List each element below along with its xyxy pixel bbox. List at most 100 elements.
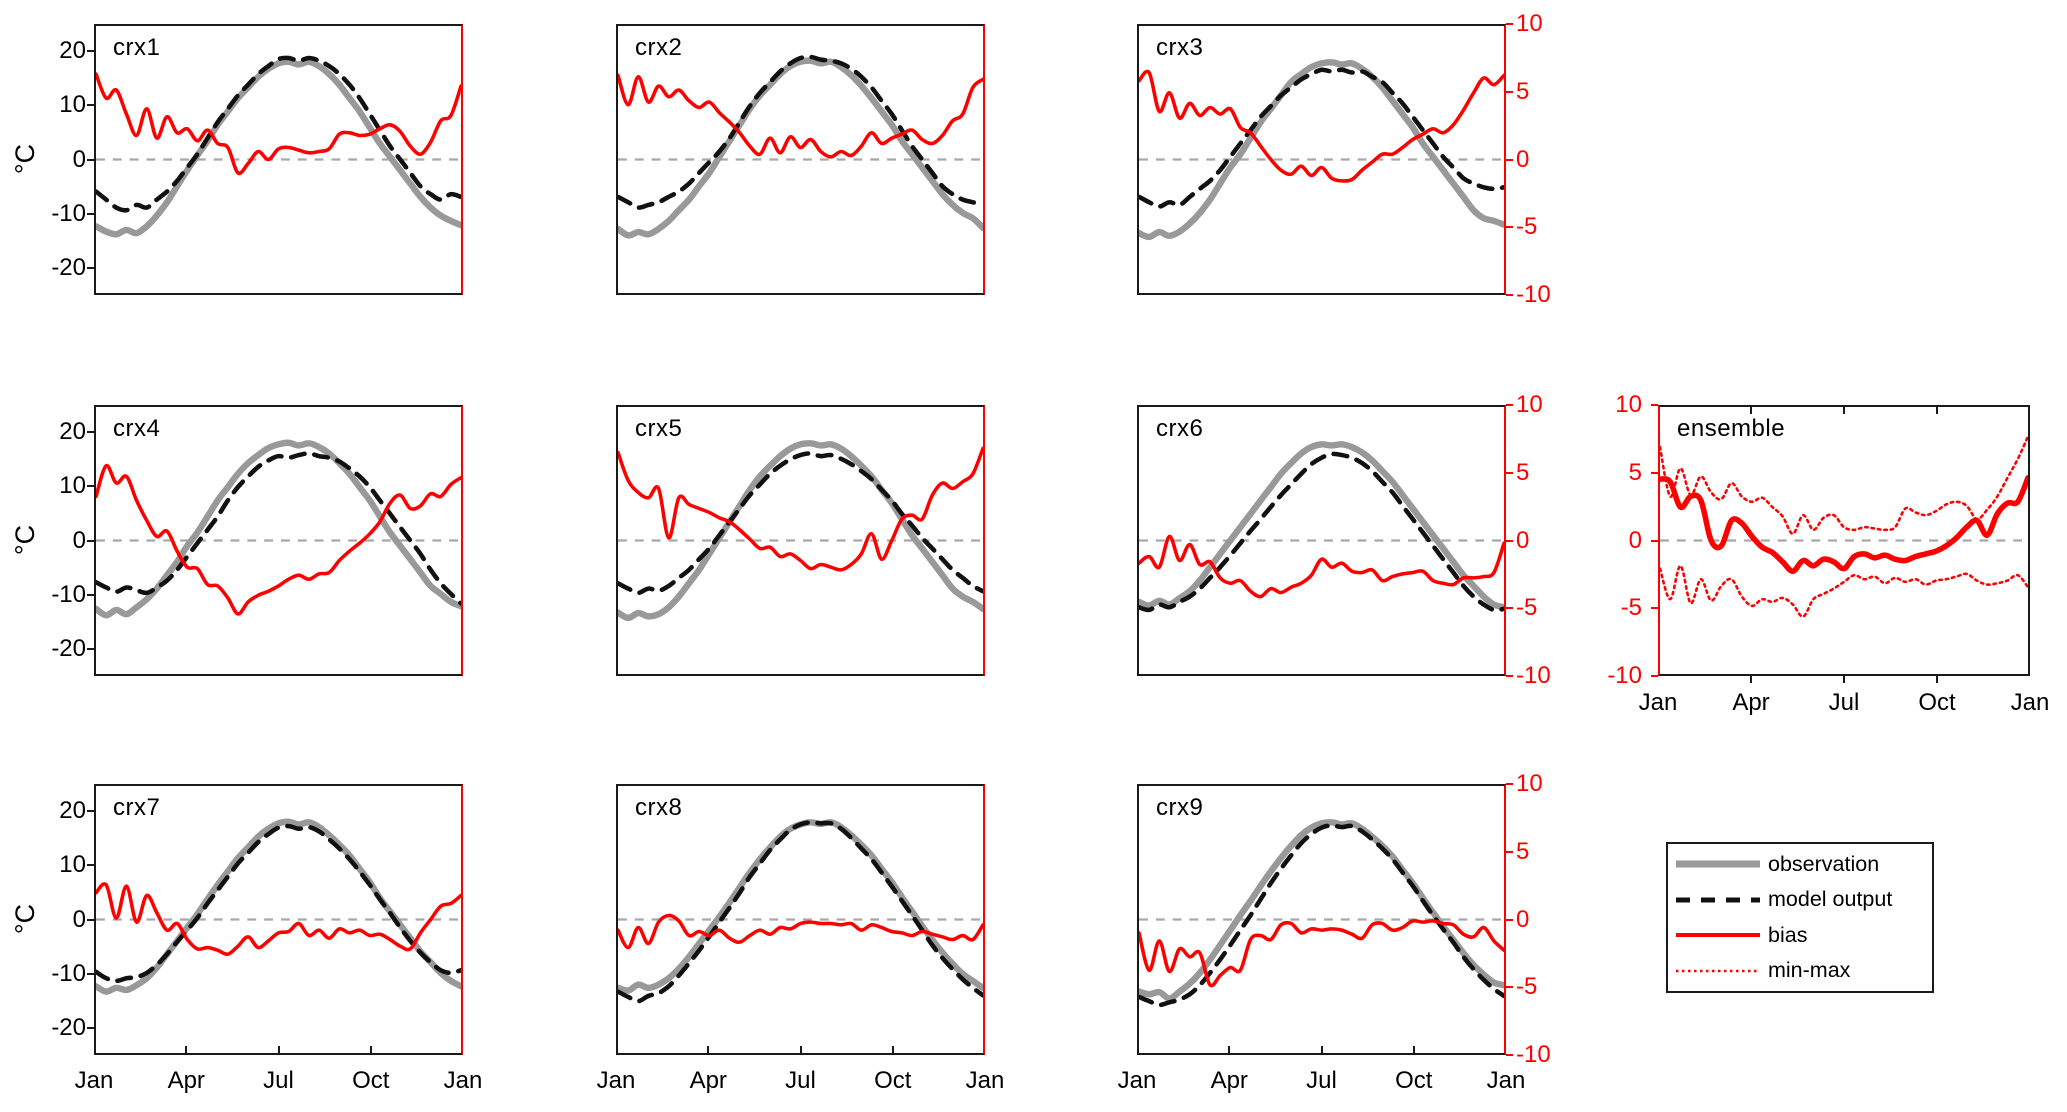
legend-item-observation: observation — [1676, 849, 1932, 879]
axis-tick — [87, 158, 94, 161]
crx9-plot-area — [1139, 819, 1504, 1008]
x-tick-label: Jan — [596, 1067, 636, 1094]
panel-ensemble: ensemble — [1658, 405, 2030, 676]
red-axis-tick — [1506, 158, 1513, 161]
panel-title: crx3 — [1156, 34, 1204, 61]
y-axis-label: °C — [10, 903, 40, 935]
x-tick-label: Jul — [785, 1067, 816, 1094]
ensemble-y-tick-label: 5 — [1628, 458, 1642, 486]
red-axis-tick — [1651, 404, 1658, 406]
axis-tick — [87, 918, 94, 921]
panel-crx1: crx1 — [94, 24, 463, 295]
observation-curve — [618, 57, 983, 239]
axis-tick — [1750, 676, 1752, 683]
axis-tick — [1228, 1046, 1231, 1053]
ensemble-bias-curve — [1660, 474, 2028, 574]
red-axis-tick — [1651, 607, 1658, 610]
axis-tick — [87, 972, 94, 975]
axis-tick — [185, 1046, 188, 1053]
right-y-tick-label: 10 — [1516, 10, 1543, 37]
axis-tick — [1843, 407, 1845, 414]
bias-curve — [1139, 534, 1504, 599]
y-tick-label: -20 — [51, 253, 86, 281]
axis-tick — [87, 104, 94, 107]
model-output-curve — [1139, 823, 1504, 1008]
red-axis-tick — [1506, 294, 1513, 296]
right-y-tick-label: 10 — [1516, 391, 1543, 418]
model-output-curve — [96, 55, 461, 213]
right-y-tick-label: 5 — [1516, 458, 1530, 486]
right-y-tick-label: -10 — [1516, 1041, 1551, 1068]
y-tick-label: 10 — [59, 851, 86, 879]
y-tick-label: -20 — [51, 634, 86, 662]
crx1-plot-area — [96, 55, 461, 238]
axis-tick — [707, 1046, 710, 1053]
crx8-plot-area — [618, 819, 983, 1004]
observation-curve — [1139, 59, 1504, 241]
legend-item-model-output: model output — [1676, 885, 1932, 915]
panel-title: crx7 — [113, 794, 161, 821]
model-output-curve — [96, 451, 461, 606]
crx5-plot-area — [618, 440, 983, 622]
panel-title: crx6 — [1156, 415, 1204, 442]
panel-title: crx2 — [635, 34, 683, 61]
y-tick-label: 0 — [72, 145, 86, 173]
right-y-tick-label: 0 — [1516, 145, 1530, 173]
panel-crx2: crx2 — [616, 24, 985, 295]
x-tick-label: Jan — [74, 1067, 114, 1094]
right-y-tick-label: 10 — [1516, 770, 1543, 797]
axis-tick — [1750, 407, 1752, 414]
x-tick-label: Jul — [1306, 1067, 1337, 1094]
ensemble-y-tick-label: 10 — [1615, 391, 1642, 418]
red-axis-tick — [1506, 539, 1513, 542]
y-axis-label: °C — [10, 524, 40, 556]
crx3-plot-area — [1139, 59, 1504, 241]
panel-title: ensemble — [1677, 415, 1786, 442]
x-tick-label: Jul — [263, 1067, 294, 1094]
y-tick-label: 20 — [59, 797, 86, 825]
red-axis-tick — [1506, 23, 1513, 25]
ensemble-x-tick-label: Jan — [1638, 689, 1678, 716]
ensemble-plot-area — [1660, 435, 2028, 618]
axis-tick — [87, 810, 94, 813]
x-tick-label: Jan — [1117, 1067, 1157, 1094]
red-axis-tick — [1506, 90, 1513, 93]
panel-crx7: crx7 — [94, 784, 463, 1055]
right-y-tick-label: -10 — [1516, 662, 1551, 689]
ensemble-x-tick-label: Jan — [2010, 689, 2050, 716]
right-y-tick-label: 0 — [1516, 905, 1530, 933]
crx4-plot-area — [96, 439, 461, 619]
x-tick-label: Oct — [352, 1067, 390, 1094]
model-output-curve — [96, 823, 461, 984]
y-tick-label: -10 — [51, 199, 86, 227]
y-axis-label: °C — [10, 143, 40, 175]
right-y-tick-label: -5 — [1516, 973, 1538, 1001]
y-tick-label: -20 — [51, 1013, 86, 1041]
panel-crx5: crx5 — [616, 405, 985, 676]
bias-line-sample — [1676, 933, 1760, 938]
red-axis-tick — [1506, 918, 1513, 921]
axis-tick — [87, 212, 94, 215]
axis-tick — [1320, 1046, 1323, 1053]
observation-curve — [618, 440, 983, 622]
legend-label: bias — [1768, 922, 1808, 947]
bias-curve — [618, 913, 983, 950]
panel-title: crx4 — [113, 415, 161, 442]
axis-tick — [87, 485, 94, 488]
model-output-curve — [618, 54, 983, 210]
bias-curve — [618, 73, 983, 159]
model-output-curve — [1139, 67, 1504, 209]
red-axis-tick — [1506, 986, 1513, 989]
axis-tick — [87, 431, 94, 434]
axis-tick — [87, 1026, 94, 1029]
panel-crx8: crx8 — [616, 784, 985, 1055]
panel-crx4: crx4 — [94, 405, 463, 676]
right-y-tick-label: 5 — [1516, 837, 1530, 865]
x-tick-label: Apr — [1210, 1067, 1248, 1094]
panel-crx3: crx3 — [1137, 24, 1506, 295]
legend-box: observation model output bias min-max — [1666, 842, 1934, 993]
bias-curve — [618, 446, 983, 572]
x-tick-label: Apr — [689, 1067, 727, 1094]
right-y-tick-label: -10 — [1516, 281, 1551, 308]
axis-tick — [799, 1046, 802, 1053]
